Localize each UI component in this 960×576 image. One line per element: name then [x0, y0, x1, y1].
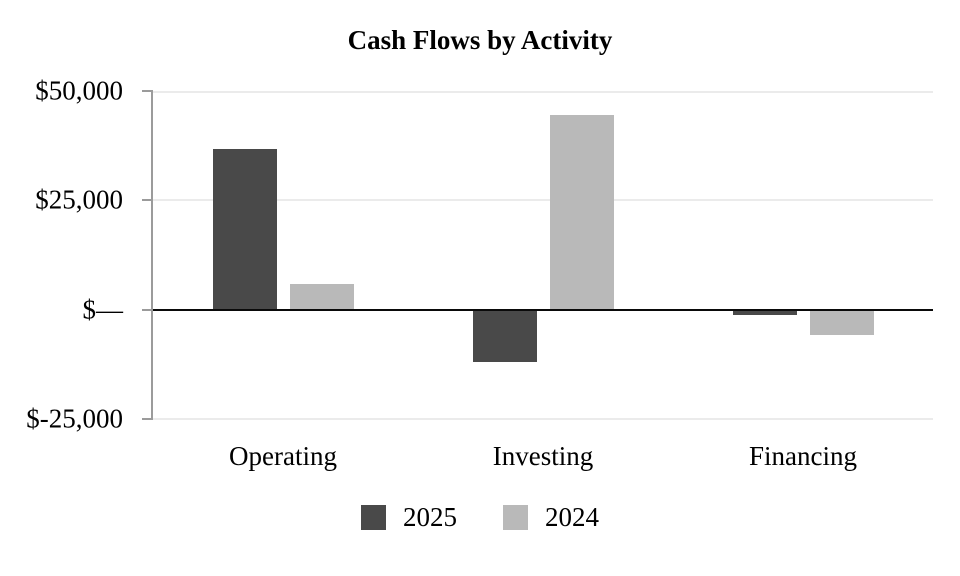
y-axis-line: [151, 91, 153, 419]
axis-tick: [142, 199, 153, 202]
bar-investing-2024: [550, 115, 614, 310]
y-axis-tick-label: $50,000: [35, 75, 123, 106]
plot-area: [153, 91, 933, 420]
legend-swatch-2024: [503, 505, 528, 531]
legend-swatch-2025: [361, 505, 386, 531]
zero-line: [153, 308, 933, 311]
gridline: [153, 199, 933, 202]
axis-tick: [142, 418, 153, 420]
bar-operating-2025: [213, 149, 277, 310]
chart-title: Cash Flows by Activity: [347, 25, 613, 55]
axis-tick: [142, 90, 153, 92]
legend-label: 2024: [545, 502, 599, 532]
y-axis-tick-label: $25,000: [35, 184, 123, 215]
x-axis-category-label: Investing: [492, 441, 594, 471]
bar-financing-2025: [733, 310, 797, 315]
gridline: [153, 91, 933, 93]
bar-financing-2024: [810, 310, 874, 335]
bar-operating-2024: [290, 284, 354, 310]
x-axis-category-label: Operating: [229, 441, 337, 471]
bar-investing-2025: [473, 310, 537, 362]
x-axis-category-label: Financing: [749, 441, 857, 471]
y-axis-tick-label: $—: [82, 294, 124, 325]
axis-tick: [142, 308, 153, 311]
legend: 2025 2024: [0, 502, 960, 533]
y-axis-tick-label: $-25,000: [26, 403, 123, 434]
gridline: [153, 418, 933, 420]
legend-label: 2025: [403, 502, 457, 532]
y-axis-labels: $50,000 $25,000 $— $-25,000: [0, 0, 123, 576]
legend-item-2024: 2024: [503, 502, 599, 533]
legend-item-2025: 2025: [361, 502, 457, 533]
